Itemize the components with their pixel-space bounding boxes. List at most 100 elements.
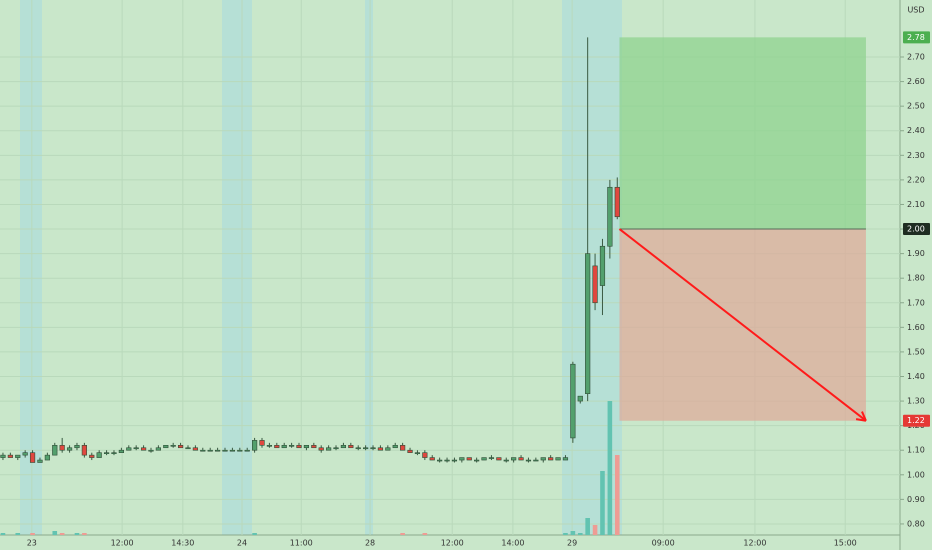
- candle-body: [274, 445, 280, 449]
- candle-body: [503, 459, 509, 462]
- candle-body: [303, 445, 310, 449]
- candle-body: [170, 445, 176, 447]
- volume-bar: [252, 533, 257, 535]
- candle-body: [185, 447, 191, 450]
- candle-body: [562, 457, 569, 461]
- candle-body: [474, 459, 480, 462]
- volume-bar: [400, 533, 405, 535]
- y-tick-label: 1.50: [907, 347, 925, 356]
- y-tick-label: 2.10: [907, 200, 925, 209]
- x-tick-label: 12:00: [743, 539, 766, 548]
- session-band: [562, 0, 622, 535]
- candle-body: [281, 445, 287, 449]
- candle-body: [266, 445, 273, 447]
- stop-label-box: [903, 414, 930, 427]
- y-tick-label: 0.90: [907, 495, 925, 504]
- candle-body: [496, 457, 502, 461]
- y-tick-label: 1.30: [907, 397, 925, 406]
- candle-body: [437, 459, 443, 462]
- volume-bar: [422, 533, 428, 535]
- entry-label: 2.00: [907, 225, 925, 234]
- candle-body: [289, 445, 295, 447]
- candle-body: [392, 445, 398, 449]
- candle-body: [15, 454, 21, 458]
- candle-body: [200, 449, 206, 452]
- session-band: [222, 0, 252, 535]
- candle-body: [363, 447, 369, 450]
- volume-bar: [607, 401, 613, 535]
- candle-body: [52, 445, 58, 456]
- x-tick-label: 29: [567, 539, 577, 548]
- x-tick-label: 09:00: [652, 539, 675, 548]
- candle-body: [318, 447, 324, 451]
- arrow-head: [855, 418, 867, 422]
- candle-body: [370, 447, 376, 450]
- candle-body: [444, 459, 450, 462]
- candle-body: [466, 457, 472, 461]
- candle-body: [340, 445, 347, 449]
- candle-body: [422, 452, 428, 458]
- candle-body: [192, 447, 198, 451]
- volume-bar: [0, 533, 6, 535]
- trend-arrow: [618, 228, 867, 422]
- target-label: 2.78: [907, 33, 925, 42]
- candle-body: [355, 447, 361, 450]
- volume-bar: [592, 525, 598, 535]
- candle-body: [163, 445, 169, 449]
- candle-body: [37, 459, 43, 463]
- candle-body: [155, 447, 161, 451]
- y-tick-label: 2.60: [907, 77, 925, 86]
- time-axis: [0, 535, 900, 550]
- candle-body: [29, 452, 36, 463]
- candle-body: [44, 454, 50, 461]
- candle-body: [481, 457, 487, 461]
- y-tick-label: 2.30: [907, 151, 925, 160]
- candle-body: [244, 449, 250, 452]
- candle-body: [311, 445, 317, 449]
- candle-body: [89, 454, 95, 458]
- candle-body: [96, 452, 102, 458]
- candle-body: [511, 457, 517, 461]
- candle-body: [488, 457, 495, 459]
- y-tick-label: 1.60: [907, 323, 925, 332]
- candle-body: [22, 452, 28, 456]
- x-tick-label: 14:30: [171, 539, 194, 548]
- y-tick-label: 1.90: [907, 249, 925, 258]
- candle-body: [74, 445, 80, 449]
- candle-body: [607, 186, 613, 247]
- candle-body: [585, 253, 591, 394]
- candle-body: [326, 447, 332, 451]
- candle-body: [177, 445, 184, 449]
- candle-body: [252, 440, 258, 451]
- y-tick-label: 1.00: [907, 470, 925, 479]
- candle-body: [229, 449, 236, 452]
- candle-body: [533, 459, 539, 462]
- candle-body: [66, 447, 73, 451]
- candle-body: [259, 440, 265, 446]
- x-tick-label: 24: [237, 539, 247, 548]
- candle-body: [111, 452, 117, 454]
- session-band: [365, 0, 373, 535]
- candle-body: [385, 447, 391, 451]
- y-tick-label: 2.20: [907, 175, 925, 184]
- candle-body: [126, 447, 132, 451]
- candle-body: [577, 395, 583, 402]
- x-tick-label: 23: [27, 539, 37, 548]
- candle-body: [451, 459, 458, 462]
- candle-body: [59, 445, 65, 451]
- volume-bar: [82, 533, 87, 535]
- candle-body: [414, 452, 421, 454]
- candle-body: [333, 447, 339, 450]
- candle-body: [133, 447, 139, 450]
- y-tick-label: 1.40: [907, 372, 925, 381]
- volume-bar: [570, 531, 576, 535]
- y-tick-label: 2.50: [907, 102, 925, 111]
- candle-body: [348, 445, 354, 449]
- candle-body: [570, 363, 576, 439]
- y-tick-label: 2.40: [907, 126, 925, 135]
- candle-body: [377, 447, 384, 451]
- y-tick-label: 1.70: [907, 298, 925, 307]
- candle-body: [7, 454, 13, 458]
- y-tick-label: 0.80: [907, 519, 925, 528]
- candle-body: [214, 449, 221, 452]
